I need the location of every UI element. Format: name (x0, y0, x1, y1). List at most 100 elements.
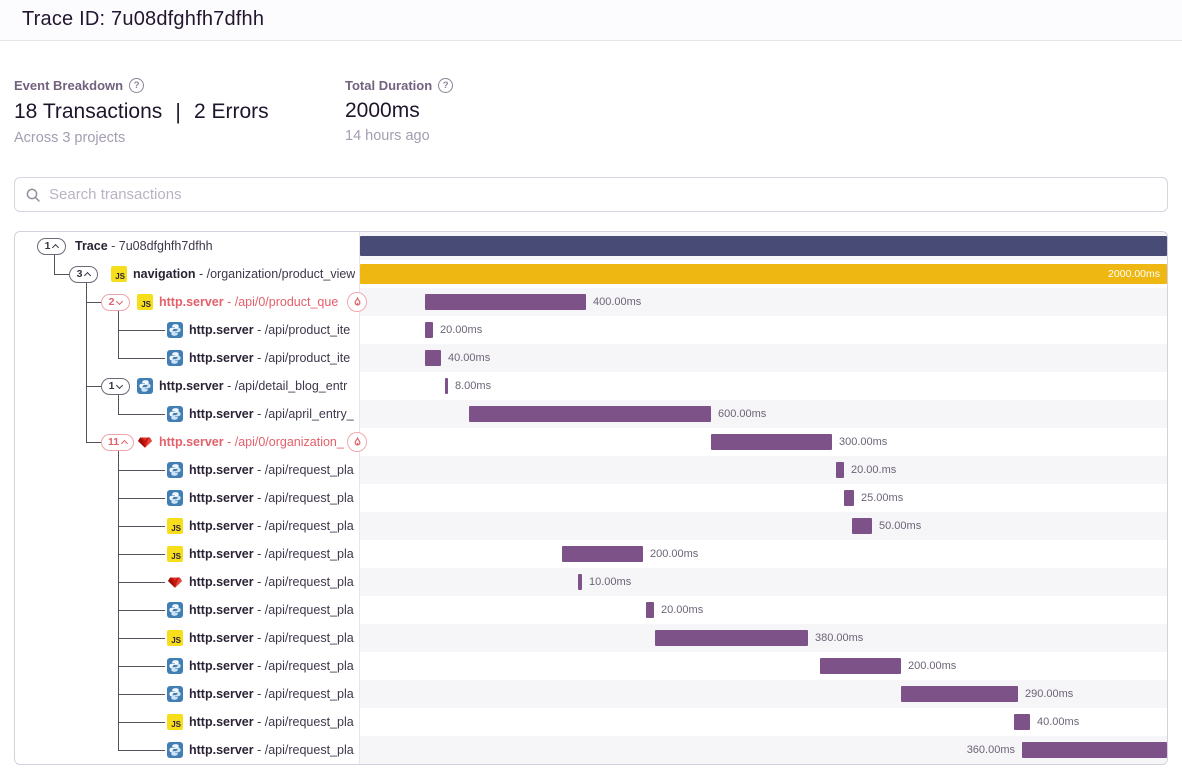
timeline-row: 360.00ms (360, 736, 1167, 764)
span-bar[interactable] (820, 658, 901, 674)
span-bar[interactable] (1014, 714, 1030, 730)
span-bar[interactable] (655, 630, 808, 646)
trace-row[interactable]: 200.00ms http.server - /api/request_pla (15, 652, 1167, 680)
trace-row[interactable]: 400.00ms 2 JS http.server - /api/0/product_… (15, 288, 1167, 316)
row-op-name: http.server (189, 519, 254, 533)
trace-row[interactable]: 20.00.ms http.server - /api/request_pla (15, 456, 1167, 484)
row-op-name: http.server (189, 715, 254, 729)
row-path: - /api/request_pla (253, 491, 354, 505)
row-path: - 7u08dfghfh7dfhh (107, 239, 213, 253)
child-count: 3 (76, 268, 83, 280)
row-op-name: http.server (189, 659, 254, 673)
trace-row[interactable]: 300.00ms 11 http.server - /api/0/organizat… (15, 428, 1167, 456)
row-title: navigation - /organization/product_view (133, 260, 355, 288)
span-bar[interactable] (469, 406, 711, 422)
trace-row[interactable]: 40.00ms JS http.server - /api/request_pla (15, 708, 1167, 736)
span-bar[interactable] (836, 462, 844, 478)
panel-divider[interactable] (359, 232, 360, 764)
trace-row[interactable]: 25.00ms http.server - /api/request_pla (15, 484, 1167, 512)
expand-collapse-badge[interactable]: 2 (101, 293, 130, 311)
row-path: - /api/request_pla (253, 743, 354, 757)
bar-duration-label: 40.00ms (1037, 716, 1080, 728)
tree-connector-vertical (118, 451, 119, 750)
timeline-row: 50.00ms (360, 512, 1167, 540)
expand-collapse-badge[interactable]: 11 (101, 433, 135, 451)
timeline-row: 290.00ms (360, 680, 1167, 708)
tree-connector-horizontal (118, 470, 165, 471)
span-bar[interactable] (1022, 742, 1167, 758)
span-bar[interactable] (646, 602, 654, 618)
span-bar[interactable] (425, 294, 586, 310)
child-count: 2 (108, 296, 115, 308)
span-bar[interactable] (578, 574, 582, 590)
timeline-row: 20.00ms (360, 316, 1167, 344)
row-path: - /api/request_pla (253, 575, 354, 589)
bar-duration-label: 20.00ms (661, 604, 704, 616)
page-title: Trace ID: 7u08dfghfh7dfhh (22, 8, 265, 30)
child-count: 11 (108, 436, 120, 448)
trace-rows: 1 Trace - 7u08dfghfh7dfhh 2000.00ms 3 JS navi… (15, 232, 1167, 764)
tree-connector-horizontal (86, 302, 101, 303)
tree-connector-horizontal (118, 750, 165, 751)
tree-connector-horizontal (118, 666, 165, 667)
trace-row[interactable]: 360.00ms http.server - /api/request_pla (15, 736, 1167, 764)
row-title: http.server - /api/0/organization_ (159, 428, 355, 456)
bar-duration-label: 50.00ms (879, 520, 922, 532)
trace-row[interactable]: 380.00ms JS http.server - /api/request_pla (15, 624, 1167, 652)
trace-row[interactable]: 1 Trace - 7u08dfghfh7dfhh (15, 232, 1167, 260)
span-bar[interactable] (425, 350, 441, 366)
error-fire-icon[interactable] (347, 432, 367, 452)
row-title: http.server - /api/request_pla (189, 652, 355, 680)
span-bar[interactable] (901, 686, 1018, 702)
chevron-up-icon (52, 243, 60, 252)
search-input[interactable] (49, 186, 1157, 203)
tree-connector-horizontal (118, 638, 165, 639)
child-count: 1 (108, 380, 115, 392)
bar-duration-label: 40.00ms (448, 352, 491, 364)
trace-row[interactable]: 20.00ms http.server - /api/product_ite (15, 316, 1167, 344)
row-path: - /api/request_pla (253, 519, 354, 533)
row-title: http.server - /api/request_pla (189, 540, 355, 568)
row-path: - /api/request_pla (253, 687, 354, 701)
row-op-name: http.server (189, 575, 254, 589)
trace-row[interactable]: 2000.00ms 3 JS navigation - /organization/p… (15, 260, 1167, 288)
help-icon[interactable]: ? (129, 78, 145, 93)
tree-connector-horizontal (118, 582, 165, 583)
trace-row[interactable]: 290.00ms http.server - /api/request_pla (15, 680, 1167, 708)
trace-row[interactable]: 40.00ms http.server - /api/product_ite (15, 344, 1167, 372)
trace-row[interactable]: 20.00ms http.server - /api/request_pla (15, 596, 1167, 624)
errors-count: 2 Errors (193, 100, 269, 123)
bar-duration-label: 600.00ms (718, 408, 767, 420)
span-bar[interactable] (852, 518, 872, 534)
search-box[interactable] (14, 177, 1168, 212)
expand-collapse-badge[interactable]: 1 (37, 237, 66, 255)
error-fire-icon[interactable] (347, 292, 367, 312)
timeline-row: 2000.00ms (360, 260, 1167, 288)
bar-duration-label: 2000.00ms (1108, 268, 1160, 280)
span-bar[interactable] (445, 378, 448, 394)
row-path: - /api/product_ite (253, 351, 351, 365)
span-bar[interactable] (360, 236, 1167, 256)
trace-row[interactable]: 200.00ms JS http.server - /api/request_pla (15, 540, 1167, 568)
ruby-icon (167, 574, 183, 590)
expand-collapse-badge[interactable]: 3 (69, 265, 98, 283)
trace-row[interactable]: 50.00ms JS http.server - /api/request_pla (15, 512, 1167, 540)
bar-duration-label: 10.00ms (589, 576, 632, 588)
expand-collapse-badge[interactable]: 1 (101, 377, 130, 395)
trace-row[interactable]: 8.00ms 1 http.server - /api/detail_blog_en… (15, 372, 1167, 400)
span-bar[interactable]: 2000.00ms (360, 264, 1167, 284)
trace-row[interactable]: 10.00ms http.server - /api/request_pla (15, 568, 1167, 596)
row-title: http.server - /api/request_pla (189, 484, 355, 512)
bar-duration-label: 400.00ms (593, 296, 642, 308)
total-duration-label-row: Total Duration ? (345, 78, 454, 93)
trace-row[interactable]: 600.00ms http.server - /api/april_entry_ (15, 400, 1167, 428)
span-bar[interactable] (425, 322, 433, 338)
timeline-row: 200.00ms (360, 540, 1167, 568)
span-bar[interactable] (844, 490, 854, 506)
bar-duration-label: 8.00ms (455, 380, 492, 392)
chevron-down-icon (116, 381, 124, 389)
span-bar[interactable] (711, 434, 832, 450)
span-bar[interactable] (562, 546, 643, 562)
help-icon[interactable]: ? (438, 78, 454, 93)
row-op-name: http.server (189, 351, 254, 365)
